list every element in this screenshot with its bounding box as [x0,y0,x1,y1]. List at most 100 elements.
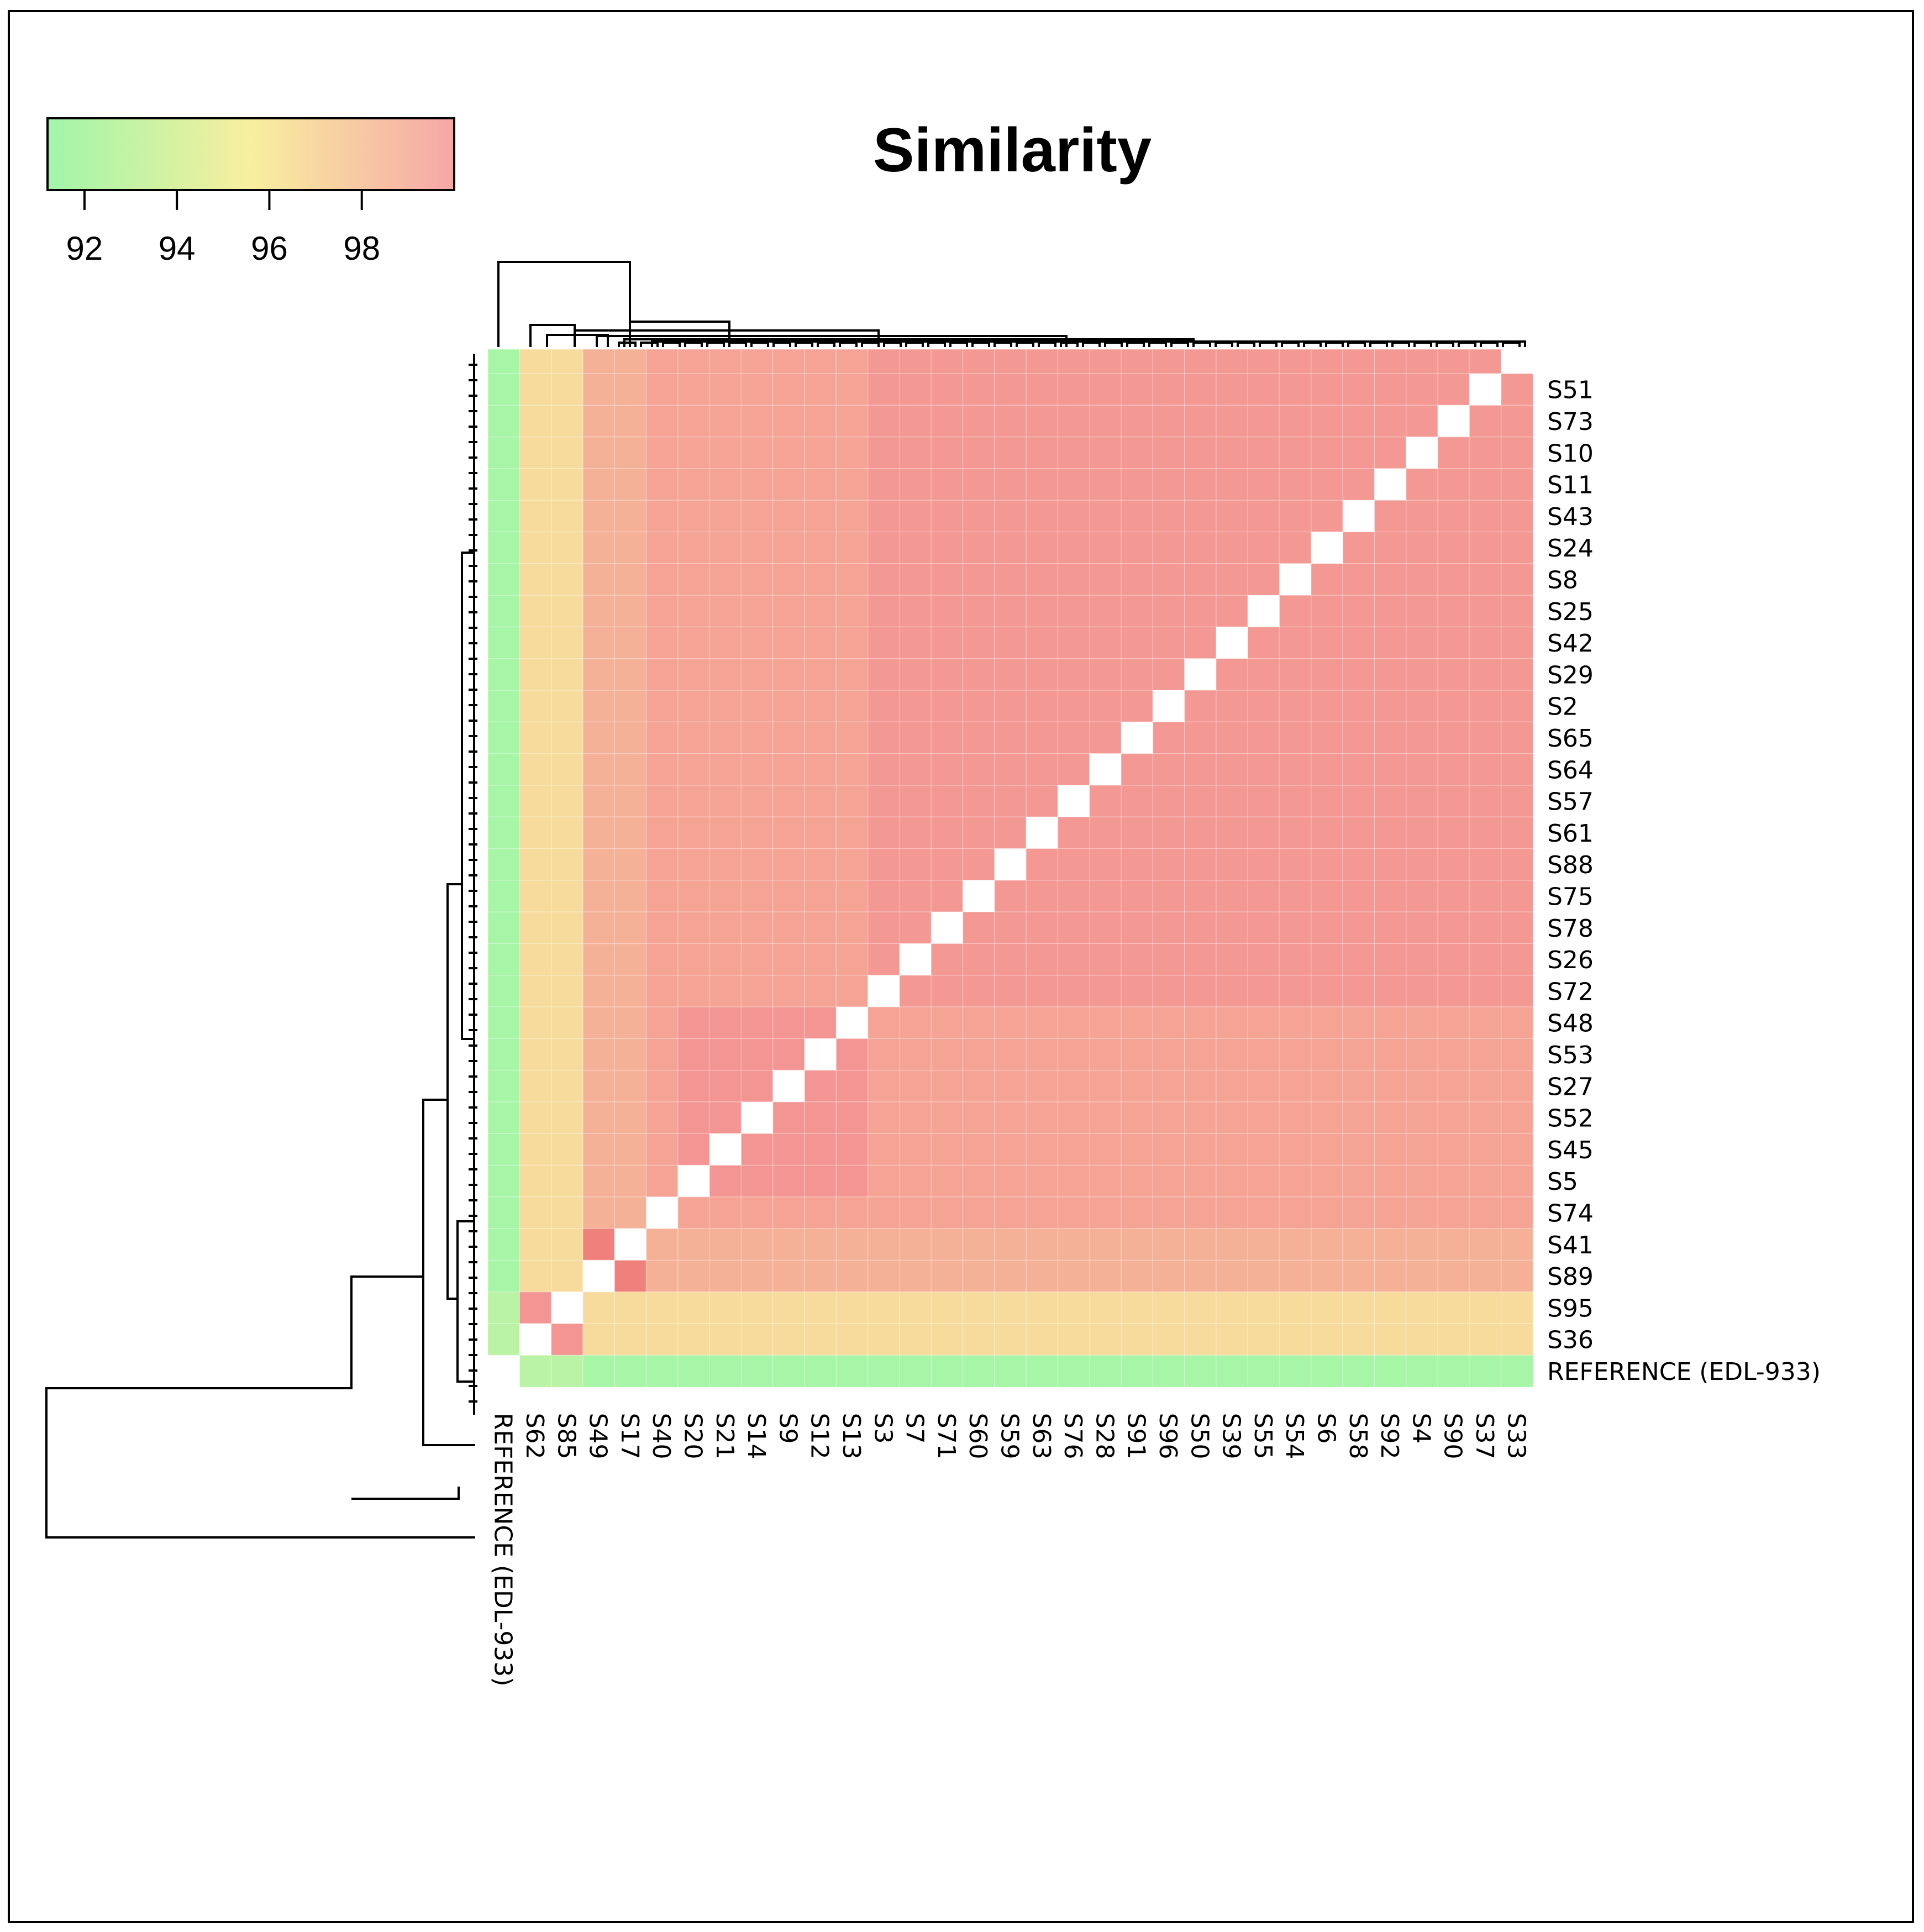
heatmap-cell [1184,1355,1217,1388]
dendrogram-branch [1347,342,1366,347]
heatmap-cell [835,911,869,944]
heatmap-cell [1500,753,1534,786]
heatmap-cell [1121,531,1154,565]
heatmap-cell [931,1069,964,1103]
heatmap-cell [1026,1006,1059,1040]
heatmap-cell [1184,943,1217,977]
heatmap-cell [1405,1069,1439,1103]
heatmap-cell [1152,500,1185,533]
heatmap-cell [804,880,837,913]
heatmap-cell [1216,816,1249,849]
heatmap-cell [487,785,521,818]
heatmap-cell [1500,690,1534,723]
color-scale-bar [46,117,455,191]
dendrogram-branch [1303,342,1322,347]
heatmap-cell [962,880,996,913]
heatmap-cell [1374,690,1407,723]
heatmap-cell [550,1228,584,1261]
heatmap-cell [899,816,932,849]
heatmap-cell [899,1228,932,1261]
heatmap-cell [740,658,774,691]
heatmap-cell [1279,1133,1312,1166]
heatmap-cell [1500,658,1534,691]
heatmap-cell [1279,1259,1312,1293]
heatmap-cell [1500,1101,1534,1135]
heatmap-cell [550,880,584,913]
heatmap-cell [1469,1069,1502,1103]
heatmap-cell [487,500,521,533]
heatmap-cell [1437,468,1470,501]
heatmap-cell [550,658,584,691]
dendrogram-branch [618,342,637,347]
heatmap-cell [645,595,679,628]
heatmap-cell [1437,1038,1470,1071]
heatmap-cell [645,785,679,818]
heatmap-cell [1279,911,1312,944]
heatmap-cell [677,690,711,723]
heatmap-cell [994,943,1027,977]
heatmap-cell [582,595,616,628]
heatmap-cell [487,436,521,470]
heatmap-cell [645,721,679,754]
heatmap-cell [835,1069,869,1103]
figure-border [8,10,1914,1923]
heatmap-cell [614,1101,647,1135]
heatmap-cell [1342,1133,1375,1166]
dendrogram-branch [351,1487,460,1500]
heatmap-cell [1279,753,1312,786]
heatmap-cell [1500,1038,1534,1071]
heatmap-cell [1152,785,1185,818]
heatmap-cell [677,1069,711,1103]
heatmap-cell [1311,531,1344,565]
heatmap-cell [740,405,774,438]
row-label: S27 [1547,1073,1594,1101]
heatmap-cell [709,436,742,470]
heatmap-cell [835,531,869,565]
heatmap-cell [994,1133,1027,1166]
heatmap-cell [1089,1355,1122,1388]
heatmap-cell [1152,468,1185,501]
heatmap-cell [1121,1133,1154,1166]
heatmap-cell [1279,848,1312,881]
column-label: S28 [1090,1413,1118,1460]
heatmap-cell [804,911,837,944]
heatmap-cell [931,753,964,786]
heatmap-cell [582,1006,616,1040]
heatmap-cell [1216,721,1249,754]
heatmap-cell [709,974,742,1008]
heatmap-cell [1184,1069,1217,1103]
heatmap-cell [645,848,679,881]
heatmap-cell [1469,690,1502,723]
dendrogram-branch [446,741,463,1100]
heatmap-cell [1437,1355,1470,1388]
heatmap-cell [1247,943,1280,977]
heatmap-cell [740,349,774,375]
heatmap-cell [1089,468,1122,501]
heatmap-cell [994,349,1027,375]
heatmap-cell [550,721,584,754]
heatmap-cell [614,436,647,470]
heatmap-cell [1184,531,1217,565]
heatmap-cell [1311,658,1344,691]
heatmap-cell [962,626,996,660]
heatmap-cell [550,974,584,1008]
heatmap-cell [1469,1228,1502,1261]
heatmap-cell [1089,1133,1122,1166]
heatmap-cell [1279,1228,1312,1261]
heatmap-cell [804,405,837,438]
heatmap-cell [1311,1101,1344,1135]
heatmap-cell [1089,1291,1122,1325]
column-label: S63 [1027,1413,1055,1460]
heatmap-cell [1089,563,1122,596]
heatmap-cell [931,816,964,849]
heatmap-cell [740,816,774,849]
heatmap-cell [1247,1196,1280,1230]
heatmap-cell [709,1196,742,1230]
heatmap-cell [1121,1259,1154,1293]
heatmap-cell [1121,880,1154,913]
heatmap-cell [772,690,806,723]
heatmap-cell [519,1323,552,1356]
heatmap-cell [582,373,616,406]
heatmap-cell [804,1101,837,1135]
heatmap-cell [835,1101,869,1135]
